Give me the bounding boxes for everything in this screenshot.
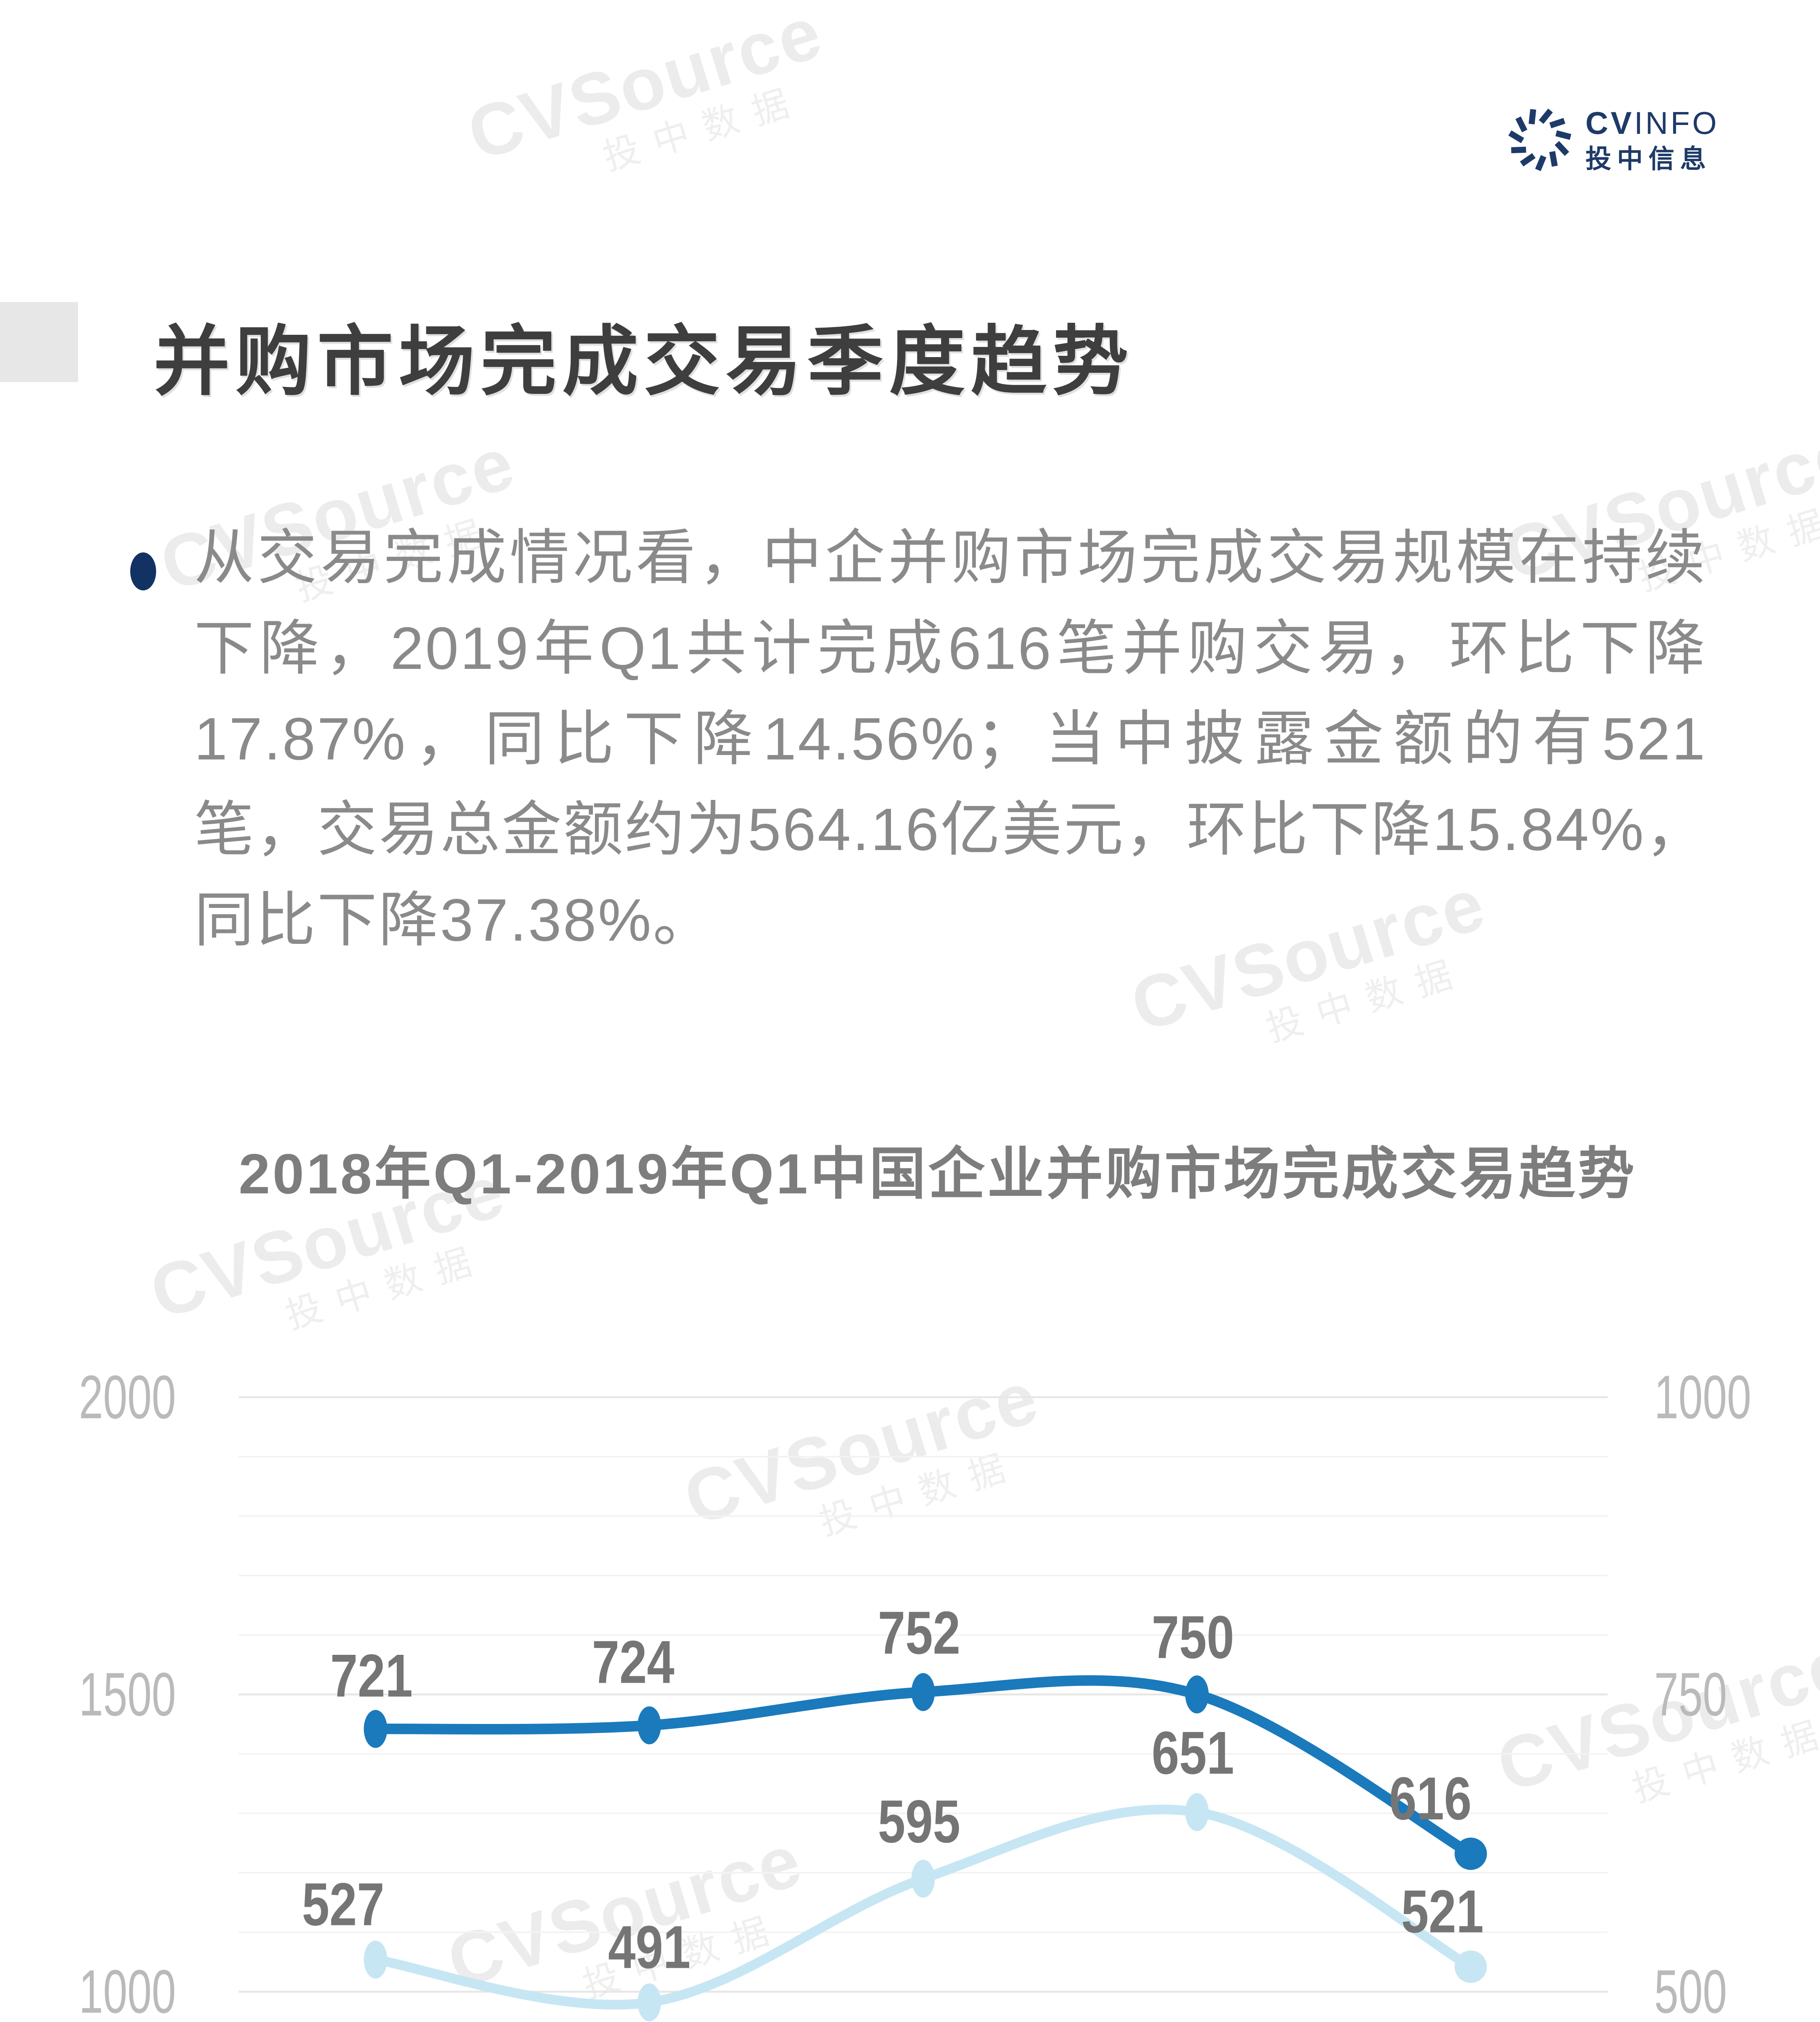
chart-title: 2018年Q1-2019年Q1中国企业并购市场完成交易趋势: [239, 1142, 1637, 1206]
logo-spoke: [1528, 109, 1536, 125]
line-1-point-marker: [911, 1673, 935, 1711]
summary-text: 从交易完成情况看，中企并购市场完成交易规模在持续下降，2019年Q1共计完成61…: [194, 525, 1707, 954]
data-label-521: 521: [1401, 1877, 1484, 1945]
brand-logo: CVINFO 投中信息: [1507, 106, 1719, 173]
data-label-651: 651: [1152, 1719, 1234, 1787]
bullet-icon: [130, 552, 156, 590]
logo-spoke: [1549, 118, 1566, 129]
logo-spoke: [1539, 108, 1553, 124]
line-1-point-marker: [637, 1706, 661, 1745]
line-2-point-marker: [911, 1859, 935, 1898]
brand-text: CVINFO 投中信息: [1585, 107, 1719, 172]
brand-cn: 投中信息: [1585, 144, 1712, 173]
line-1-point-marker: [364, 1710, 387, 1748]
data-label-595: 595: [878, 1787, 961, 1855]
logo-spoke: [1555, 130, 1572, 140]
title-accent-block: [0, 302, 78, 382]
logo-spoke: [1520, 153, 1536, 167]
line-2-point-marker: [364, 1940, 387, 1979]
data-label-752: 752: [878, 1599, 961, 1667]
data-label-491: 491: [608, 1913, 691, 1981]
page-title: 并购市场完成交易季度趋势: [154, 319, 1134, 404]
data-label-721: 721: [330, 1641, 413, 1709]
cvinfo-starburst-icon: [1508, 108, 1572, 171]
line-2-endpoint-marker: [1454, 1950, 1487, 1983]
data-label-616: 616: [1389, 1764, 1472, 1832]
logo-spoke: [1515, 116, 1528, 133]
left-axis-tick-2000: 2000: [79, 1363, 176, 1432]
line-1-point-marker: [1185, 1675, 1209, 1713]
line-1-endpoint-marker: [1454, 1837, 1487, 1870]
right-axis-tick-500: 500: [1654, 1957, 1727, 2022]
brand-en: CVINFO: [1585, 107, 1719, 139]
right-axis-tick-1000: 1000: [1654, 1363, 1751, 1432]
data-label-724: 724: [592, 1628, 675, 1696]
logo-spoke: [1549, 151, 1558, 167]
logo-spoke: [1554, 141, 1569, 156]
logo-spoke: [1508, 130, 1524, 143]
left-axis-tick-1000: 1000: [79, 1957, 176, 2022]
brand-en-light: INFO: [1634, 105, 1719, 141]
brand-en-bold: CV: [1585, 105, 1634, 141]
line-2-point-marker: [1185, 1793, 1209, 1832]
logo-spoke: [1535, 155, 1547, 171]
data-label-750: 750: [1152, 1603, 1234, 1671]
right-axis-tick-750: 750: [1654, 1660, 1727, 1729]
line-2-point-marker: [637, 1983, 661, 2022]
data-label-527: 527: [302, 1870, 385, 1938]
left-axis-tick-1500: 1500: [79, 1660, 176, 1729]
